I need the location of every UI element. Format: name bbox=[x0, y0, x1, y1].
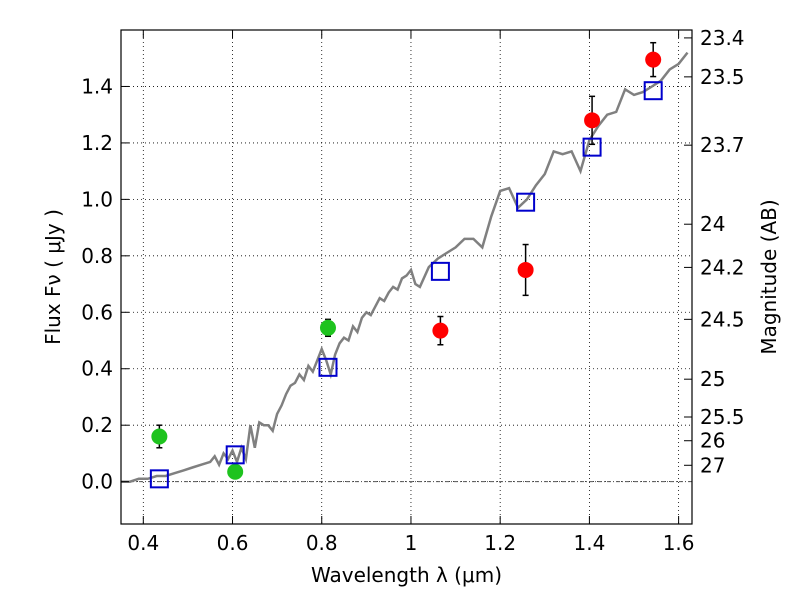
y-tick-label: 0.8 bbox=[81, 244, 113, 268]
x-tick-label: 1.4 bbox=[573, 531, 605, 555]
photometry-square bbox=[430, 261, 450, 281]
photometry-point bbox=[151, 428, 168, 445]
photometry-square bbox=[149, 469, 169, 489]
photometry-point bbox=[227, 463, 244, 480]
right-tick-label: 24.2 bbox=[700, 255, 745, 279]
photometry-point bbox=[584, 112, 601, 129]
photometry-square bbox=[225, 445, 245, 465]
photometry-square bbox=[582, 137, 602, 157]
right-tick-label: 23.5 bbox=[700, 65, 745, 89]
y-axis-title: Flux Fν ( μJy ) bbox=[41, 209, 65, 345]
x-tick-label: 1.6 bbox=[663, 531, 695, 555]
y-tick-label: 0.6 bbox=[81, 300, 113, 324]
right-tick-label: 24.5 bbox=[700, 307, 745, 331]
x-tick-label: 0.6 bbox=[217, 531, 249, 555]
photometry-point bbox=[645, 51, 662, 68]
plot-frame bbox=[120, 29, 693, 525]
axis-ticks: 0.4 0.6 0.8 1 1.2 1.4 1.6 0.0 0.2 0.4 0.6 0.8 1.0 1.2… bbox=[81, 26, 744, 555]
right-tick-label: 23.7 bbox=[700, 133, 745, 157]
x-tick-label: 1 bbox=[405, 531, 418, 555]
right-axis-title: Magnitude (AB) bbox=[757, 199, 781, 354]
x-tick-label: 0.8 bbox=[306, 531, 338, 555]
x-axis-title: Wavelength λ (μm) bbox=[311, 563, 502, 587]
right-tick-label: 25.5 bbox=[700, 405, 745, 429]
right-tick-label: 27 bbox=[700, 453, 725, 477]
right-tick-label: 26 bbox=[700, 429, 725, 453]
photometry-square bbox=[516, 192, 536, 212]
data-points bbox=[149, 41, 663, 489]
y-tick-label: 1.2 bbox=[81, 131, 113, 155]
photometry-square bbox=[318, 357, 338, 377]
y-tick-label: 0.0 bbox=[81, 470, 113, 494]
y-tick-label: 0.4 bbox=[81, 357, 113, 381]
right-tick-label: 24 bbox=[700, 212, 725, 236]
photometry-square bbox=[643, 81, 663, 101]
photometry-point bbox=[319, 319, 336, 336]
x-tick-label: 1.2 bbox=[484, 531, 516, 555]
photometry-point bbox=[517, 261, 534, 278]
y-tick-label: 0.2 bbox=[81, 413, 113, 437]
y-tick-label: 1.4 bbox=[81, 74, 113, 98]
right-tick-label: 25 bbox=[700, 367, 725, 391]
x-tick-label: 0.4 bbox=[127, 531, 159, 555]
right-tick-label: 23.4 bbox=[700, 26, 745, 50]
photometry-point bbox=[432, 322, 449, 339]
y-tick-label: 1.0 bbox=[81, 187, 113, 211]
model-spectrum-line bbox=[121, 51, 689, 483]
